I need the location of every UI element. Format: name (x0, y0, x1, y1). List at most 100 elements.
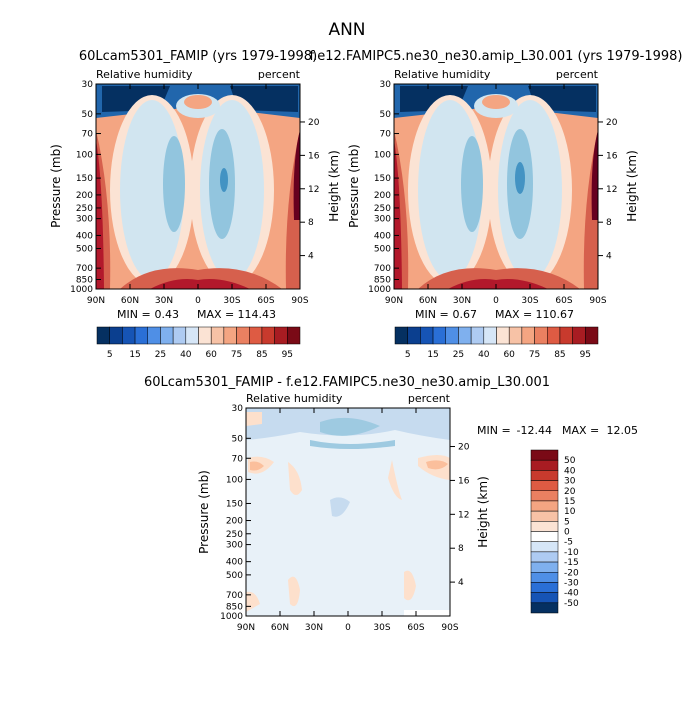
colorbar-label: -20 (564, 568, 579, 578)
colorbar-swatch (394, 326, 408, 345)
colorbar-swatch (530, 500, 559, 512)
panel-1-field (96, 84, 300, 289)
colorbar-label: 0 (564, 528, 570, 538)
x-tick-label: 30S (373, 623, 390, 633)
colorbar-swatch (274, 326, 288, 345)
colorbar-label: 10 (564, 507, 576, 517)
panel-2-ylabel-right: Height (km) (625, 150, 639, 221)
panel-2-min-label: MIN = (415, 308, 449, 321)
colorbar-label: -50 (564, 599, 579, 609)
colorbar-swatch (530, 531, 559, 542)
x-tick-label: 30N (155, 296, 173, 306)
y-tick-label: 850 (374, 275, 391, 285)
colorbar-swatch (109, 326, 123, 345)
colorbar-label: 25 (155, 350, 166, 360)
y-tick-label: 700 (374, 264, 391, 274)
colorbar-label: 5 (405, 350, 411, 360)
panel-diff-max: 12.05 (607, 424, 639, 437)
y-tick-label: 250 (226, 530, 243, 540)
y-right-tick-label: 20 (308, 118, 320, 128)
panel-diff-variable: Relative humidity (246, 392, 343, 405)
colorbar-label: -40 (564, 589, 579, 599)
x-tick-label: 90S (589, 296, 606, 306)
colorbar-swatch (530, 592, 559, 604)
y-right-tick-label: 12 (458, 510, 469, 520)
panel-2-units: percent (556, 68, 599, 81)
y-tick-label: 250 (374, 204, 391, 214)
colorbar-swatch (530, 510, 559, 522)
panel-2-max-label: MAX = (495, 308, 532, 321)
y-tick-label: 150 (76, 174, 93, 184)
panel-1-ylabel-right: Height (km) (327, 150, 341, 221)
colorbar-swatch (445, 326, 459, 345)
colorbar-swatch (249, 326, 263, 345)
x-tick-label: 60N (121, 296, 139, 306)
colorbar-label: 50 (564, 456, 576, 466)
panel-diff-ylabel-right: Height (km) (476, 476, 490, 547)
figure-title: ANN (328, 20, 365, 40)
x-tick-label: 30N (305, 623, 323, 633)
y-tick-label: 850 (226, 602, 243, 612)
y-tick-label: 400 (226, 558, 243, 568)
y-right-tick-label: 8 (308, 218, 314, 228)
y-tick-label: 400 (76, 231, 93, 241)
panel-diff-max-label: MAX = (562, 424, 599, 437)
colorbar-swatch (585, 326, 599, 345)
panel-2-max: 110.67 (536, 308, 575, 321)
colorbar-swatch (530, 541, 559, 553)
colorbar-swatch (530, 602, 559, 614)
x-tick-label: 30S (521, 296, 538, 306)
y-tick-label: 850 (76, 275, 93, 285)
y-tick-label: 300 (76, 215, 93, 225)
x-tick-label: 60S (257, 296, 274, 306)
colorbar-swatch (147, 326, 161, 345)
y-right-tick-label: 12 (606, 185, 617, 195)
colorbar-label: -15 (564, 558, 579, 568)
colorbar-label: 40 (564, 466, 576, 476)
panel-2-variable: Relative humidity (394, 68, 491, 81)
y-tick-label: 300 (226, 541, 243, 551)
y-tick-label: 700 (226, 591, 243, 601)
x-tick-label: 90N (237, 623, 255, 633)
x-tick-label: 0 (493, 296, 499, 306)
panel-2-min: 0.67 (453, 308, 478, 321)
panel-1-max-label: MAX = (197, 308, 234, 321)
y-tick-label: 150 (374, 174, 391, 184)
colorbar-swatch (407, 326, 421, 345)
y-tick-label: 100 (226, 475, 243, 485)
y-tick-label: 100 (374, 150, 391, 160)
colorbar-swatch (530, 449, 559, 461)
colorbar-swatch (223, 326, 237, 345)
x-tick-label: 90S (291, 296, 308, 306)
colorbar-swatch (530, 490, 559, 502)
panel-1: 60Lcam5301_FAMIP (yrs 1979-1998) Relativ… (49, 49, 341, 360)
x-tick-label: 60N (271, 623, 289, 633)
y-right-tick-label: 16 (308, 151, 320, 161)
colorbar-label: 15 (564, 497, 575, 507)
colorbar-swatch (134, 326, 148, 345)
panel-1-variable: Relative humidity (96, 68, 193, 81)
x-tick-label: 90N (87, 296, 105, 306)
colorbar-swatch (185, 326, 199, 345)
y-tick-label: 250 (76, 204, 93, 214)
colorbar-swatch (198, 326, 212, 345)
y-right-tick-label: 12 (308, 185, 319, 195)
colorbar-label: 30 (564, 477, 576, 487)
y-tick-label: 700 (76, 264, 93, 274)
y-tick-label: 50 (380, 110, 392, 120)
y-tick-label: 1000 (368, 285, 391, 295)
x-tick-label: 90N (385, 296, 403, 306)
y-tick-label: 1000 (220, 612, 243, 622)
colorbar-label: 15 (427, 350, 438, 360)
panel-2-colorbar: 5 15 25 40 60 75 85 95 (394, 326, 599, 360)
x-tick-label: 90S (441, 623, 458, 633)
y-tick-label: 500 (226, 571, 243, 581)
colorbar-swatch (236, 326, 250, 345)
x-tick-label: 60S (555, 296, 572, 306)
panel-1-max: 114.43 (238, 308, 277, 321)
colorbar-label: 75 (231, 350, 242, 360)
colorbar-label: 40 (180, 350, 192, 360)
colorbar-swatch (172, 326, 187, 345)
y-tick-label: 70 (380, 130, 392, 140)
panel-diff-title: 60Lcam5301_FAMIP - f.e12.FAMIPC5.ne30_ne… (144, 375, 550, 390)
